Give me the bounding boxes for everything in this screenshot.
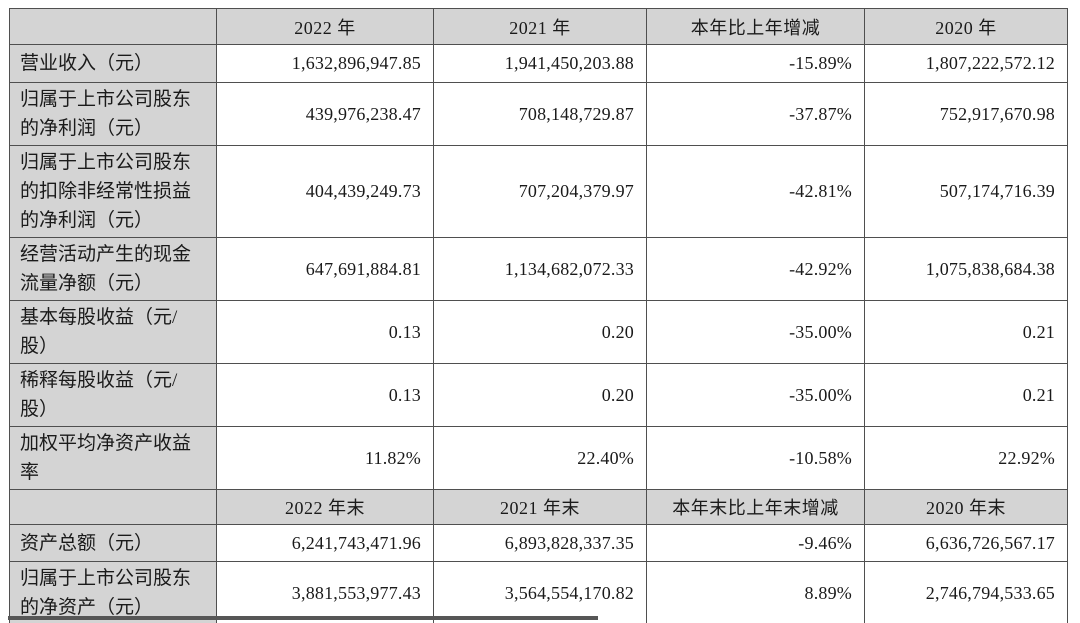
value-cell: -37.87% <box>646 82 865 146</box>
yearend-header-row: 2022 年末 2021 年末 本年末比上年末增减 2020 年末 <box>9 489 1068 525</box>
value-cell: 1,941,450,203.88 <box>433 44 647 83</box>
value-cell: -42.81% <box>646 145 865 238</box>
corner-cell <box>9 8 217 45</box>
table-row-net-profit: 归属于上市公司股东 的净利润（元） 439,976,238.47 708,148… <box>9 82 1068 146</box>
table-row-diluted-eps: 稀释每股收益（元/ 股） 0.13 0.20 -35.00% 0.21 <box>9 363 1068 427</box>
value-cell: 507,174,716.39 <box>864 145 1068 238</box>
header-cell-2021: 2021 年 <box>433 8 647 45</box>
table-row-net-profit-excl-nonrecurring: 归属于上市公司股东 的扣除非经常性损益 的净利润（元） 404,439,249.… <box>9 145 1068 238</box>
value-cell: 404,439,249.73 <box>216 145 434 238</box>
header-cell-2022: 2022 年 <box>216 8 434 45</box>
value-cell: -35.00% <box>646 363 865 427</box>
value-cell: 708,148,729.87 <box>433 82 647 146</box>
row-label-cell: 经营活动产生的现金 流量净额（元） <box>9 237 217 301</box>
value-cell: 752,917,670.98 <box>864 82 1068 146</box>
value-cell: 1,134,682,072.33 <box>433 237 647 301</box>
value-cell: 0.13 <box>216 363 434 427</box>
corner-cell <box>9 489 217 525</box>
value-cell: 707,204,379.97 <box>433 145 647 238</box>
row-label-cell: 归属于上市公司股东 的扣除非经常性损益 的净利润（元） <box>9 145 217 238</box>
value-cell: 1,632,896,947.85 <box>216 44 434 83</box>
value-cell: 22.40% <box>433 426 647 490</box>
value-cell: 22.92% <box>864 426 1068 490</box>
value-cell: -9.46% <box>646 524 865 562</box>
table-row-revenue: 营业收入（元） 1,632,896,947.85 1,941,450,203.8… <box>9 44 1068 83</box>
value-cell: -35.00% <box>646 300 865 364</box>
value-cell: 0.21 <box>864 363 1068 427</box>
value-cell: -10.58% <box>646 426 865 490</box>
row-label-cell: 加权平均净资产收益 率 <box>9 426 217 490</box>
annual-header-row: 2022 年 2021 年 本年比上年增减 2020 年 <box>9 8 1068 45</box>
bottom-divider-line <box>8 616 598 620</box>
row-label-cell: 资产总额（元） <box>9 524 217 562</box>
value-cell: 11.82% <box>216 426 434 490</box>
value-cell: 647,691,884.81 <box>216 237 434 301</box>
header-cell-2022-end: 2022 年末 <box>216 489 434 525</box>
value-cell: 8.89% <box>646 561 865 623</box>
value-cell: -42.92% <box>646 237 865 301</box>
row-label-cell: 营业收入（元） <box>9 44 217 83</box>
financial-summary-table: 2022 年 2021 年 本年比上年增减 2020 年 营业收入（元） 1,6… <box>9 8 1068 623</box>
value-cell: 3,564,554,170.82 <box>433 561 647 623</box>
row-label-cell: 稀释每股收益（元/ 股） <box>9 363 217 427</box>
value-cell: 1,075,838,684.38 <box>864 237 1068 301</box>
value-cell: 6,241,743,471.96 <box>216 524 434 562</box>
header-cell-yoy-change: 本年比上年增减 <box>646 8 865 45</box>
header-cell-2020-end: 2020 年末 <box>864 489 1068 525</box>
value-cell: 0.20 <box>433 300 647 364</box>
table-row-basic-eps: 基本每股收益（元/ 股） 0.13 0.20 -35.00% 0.21 <box>9 300 1068 364</box>
row-label-cell: 归属于上市公司股东 的净资产（元） <box>9 561 217 623</box>
value-cell: 0.21 <box>864 300 1068 364</box>
value-cell: -15.89% <box>646 44 865 83</box>
table-row-operating-cash-flow: 经营活动产生的现金 流量净额（元） 647,691,884.81 1,134,6… <box>9 237 1068 301</box>
row-label-cell: 归属于上市公司股东 的净利润（元） <box>9 82 217 146</box>
value-cell: 439,976,238.47 <box>216 82 434 146</box>
table-row-net-assets: 归属于上市公司股东 的净资产（元） 3,881,553,977.43 3,564… <box>9 561 1068 623</box>
header-cell-yearend-change: 本年末比上年末增减 <box>646 489 865 525</box>
table-row-weighted-avg-roe: 加权平均净资产收益 率 11.82% 22.40% -10.58% 22.92% <box>9 426 1068 490</box>
value-cell: 0.20 <box>433 363 647 427</box>
value-cell: 6,636,726,567.17 <box>864 524 1068 562</box>
header-cell-2021-end: 2021 年末 <box>433 489 647 525</box>
header-cell-2020: 2020 年 <box>864 8 1068 45</box>
value-cell: 3,881,553,977.43 <box>216 561 434 623</box>
table-row-total-assets: 资产总额（元） 6,241,743,471.96 6,893,828,337.3… <box>9 524 1068 562</box>
row-label-cell: 基本每股收益（元/ 股） <box>9 300 217 364</box>
value-cell: 2,746,794,533.65 <box>864 561 1068 623</box>
value-cell: 0.13 <box>216 300 434 364</box>
value-cell: 1,807,222,572.12 <box>864 44 1068 83</box>
value-cell: 6,893,828,337.35 <box>433 524 647 562</box>
